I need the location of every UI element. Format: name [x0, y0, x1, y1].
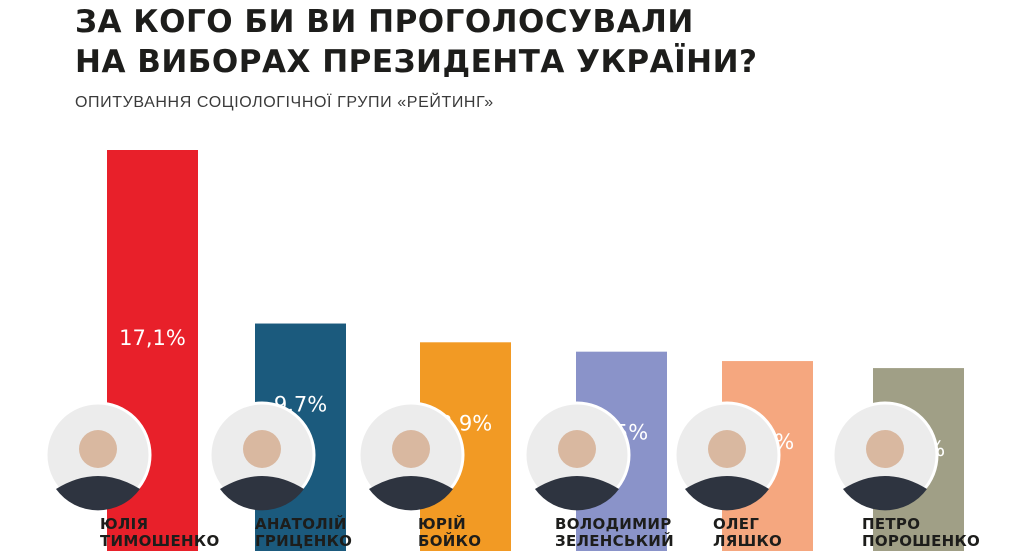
portrait-head-icon	[79, 430, 117, 468]
last-name: ПОРОШЕНКО	[862, 532, 981, 550]
candidate-name-2: АНАТОЛІЙ ГРИЦЕНКО	[255, 516, 352, 550]
last-name: БОЙКО	[418, 532, 482, 550]
first-name: ВОЛОДИМИР	[555, 515, 672, 533]
portrait-zelenskyi	[523, 401, 631, 511]
last-name: ГРИЦЕНКО	[255, 532, 353, 550]
portrait-body-icon	[843, 476, 927, 511]
last-name: ЗЕЛЕНСЬКИЙ	[555, 532, 674, 550]
candidate-name-6: ПЕТРО ПОРОШЕНКО	[862, 516, 980, 550]
portrait-body-icon	[685, 476, 769, 511]
chart-title: ЗА КОГО БИ ВИ ПРОГОЛОСУВАЛИ НА ВИБОРАХ П…	[75, 2, 758, 82]
last-name: ТИМОШЕНКО	[100, 532, 220, 550]
candidate-name-5: ОЛЕГ ЛЯШКО	[713, 516, 782, 550]
portrait-body-icon	[56, 476, 140, 511]
portrait-body-icon	[369, 476, 453, 511]
portrait-head-icon	[243, 430, 281, 468]
portrait-body-icon	[535, 476, 619, 511]
portrait-liashko	[673, 401, 781, 511]
portrait-head-icon	[708, 430, 746, 468]
first-name: АНАТОЛІЙ	[255, 515, 347, 533]
portrait-head-icon	[866, 430, 904, 468]
candidate-name-1: ЮЛІЯ ТИМОШЕНКО	[100, 516, 220, 550]
portrait-boiko	[357, 401, 465, 511]
portrait-head-icon	[392, 430, 430, 468]
first-name: ПЕТРО	[862, 515, 921, 533]
chart-subtitle: ОПИТУВАННЯ СОЦІОЛОГІЧНОЇ ГРУПИ «РЕЙТИНГ»	[75, 94, 494, 111]
portrait-body-icon	[220, 476, 304, 511]
candidate-name-3: ЮРІЙ БОЙКО	[418, 516, 481, 550]
candidate-name-4: ВОЛОДИМИР ЗЕЛЕНСЬКИЙ	[555, 516, 674, 550]
portrait-head-icon	[558, 430, 596, 468]
portrait-tymoshenko	[44, 401, 152, 511]
first-name: ЮЛІЯ	[100, 515, 149, 533]
first-name: ОЛЕГ	[713, 515, 760, 533]
data-label-1: 17,1%	[119, 326, 186, 350]
first-name: ЮРІЙ	[418, 515, 466, 533]
chart-title-line-1: ЗА КОГО БИ ВИ ПРОГОЛОСУВАЛИ	[75, 4, 694, 40]
portrait-poroshenko	[831, 401, 939, 511]
last-name: ЛЯШКО	[713, 532, 783, 550]
chart-title-line-2: НА ВИБОРАХ ПРЕЗИДЕНТА УКРАЇНИ?	[75, 44, 758, 80]
portrait-hrytsenko	[208, 401, 316, 511]
